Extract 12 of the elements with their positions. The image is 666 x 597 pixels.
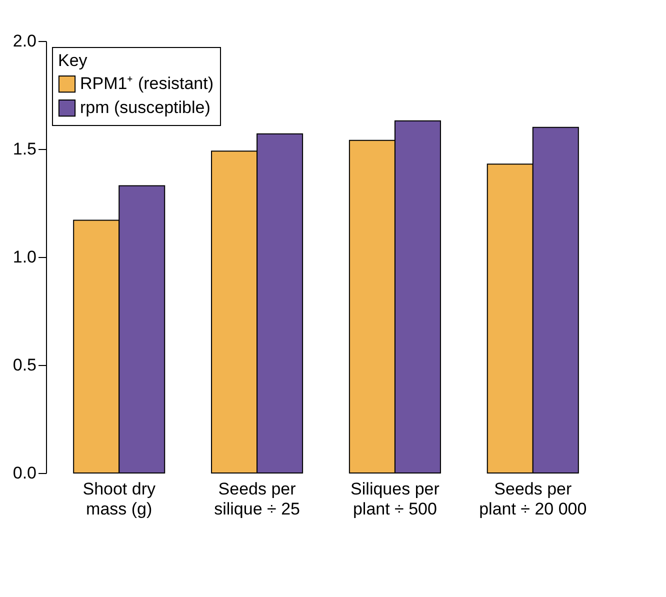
legend-title: Key	[58, 51, 88, 70]
y-tick-label: 1.0	[12, 248, 36, 266]
legend-label: rpm (susceptible)	[80, 98, 210, 117]
y-tick-label: 2.0	[12, 32, 36, 50]
y-tick-label: 0.5	[12, 356, 36, 374]
legend-label: RPM1⁺ (resistant)	[80, 74, 214, 93]
x-tick-label: Shoot dry mass (g)	[82, 480, 156, 518]
y-tick-label: 1.5	[12, 140, 36, 158]
x-tick-label: Siliques per plant ÷ 500	[350, 480, 440, 518]
y-tick-label: 0.0	[12, 464, 36, 482]
x-tick-label: Seeds per silique ÷ 25	[214, 480, 300, 518]
x-tick-label: Seeds per plant ÷ 20 000	[479, 480, 587, 518]
